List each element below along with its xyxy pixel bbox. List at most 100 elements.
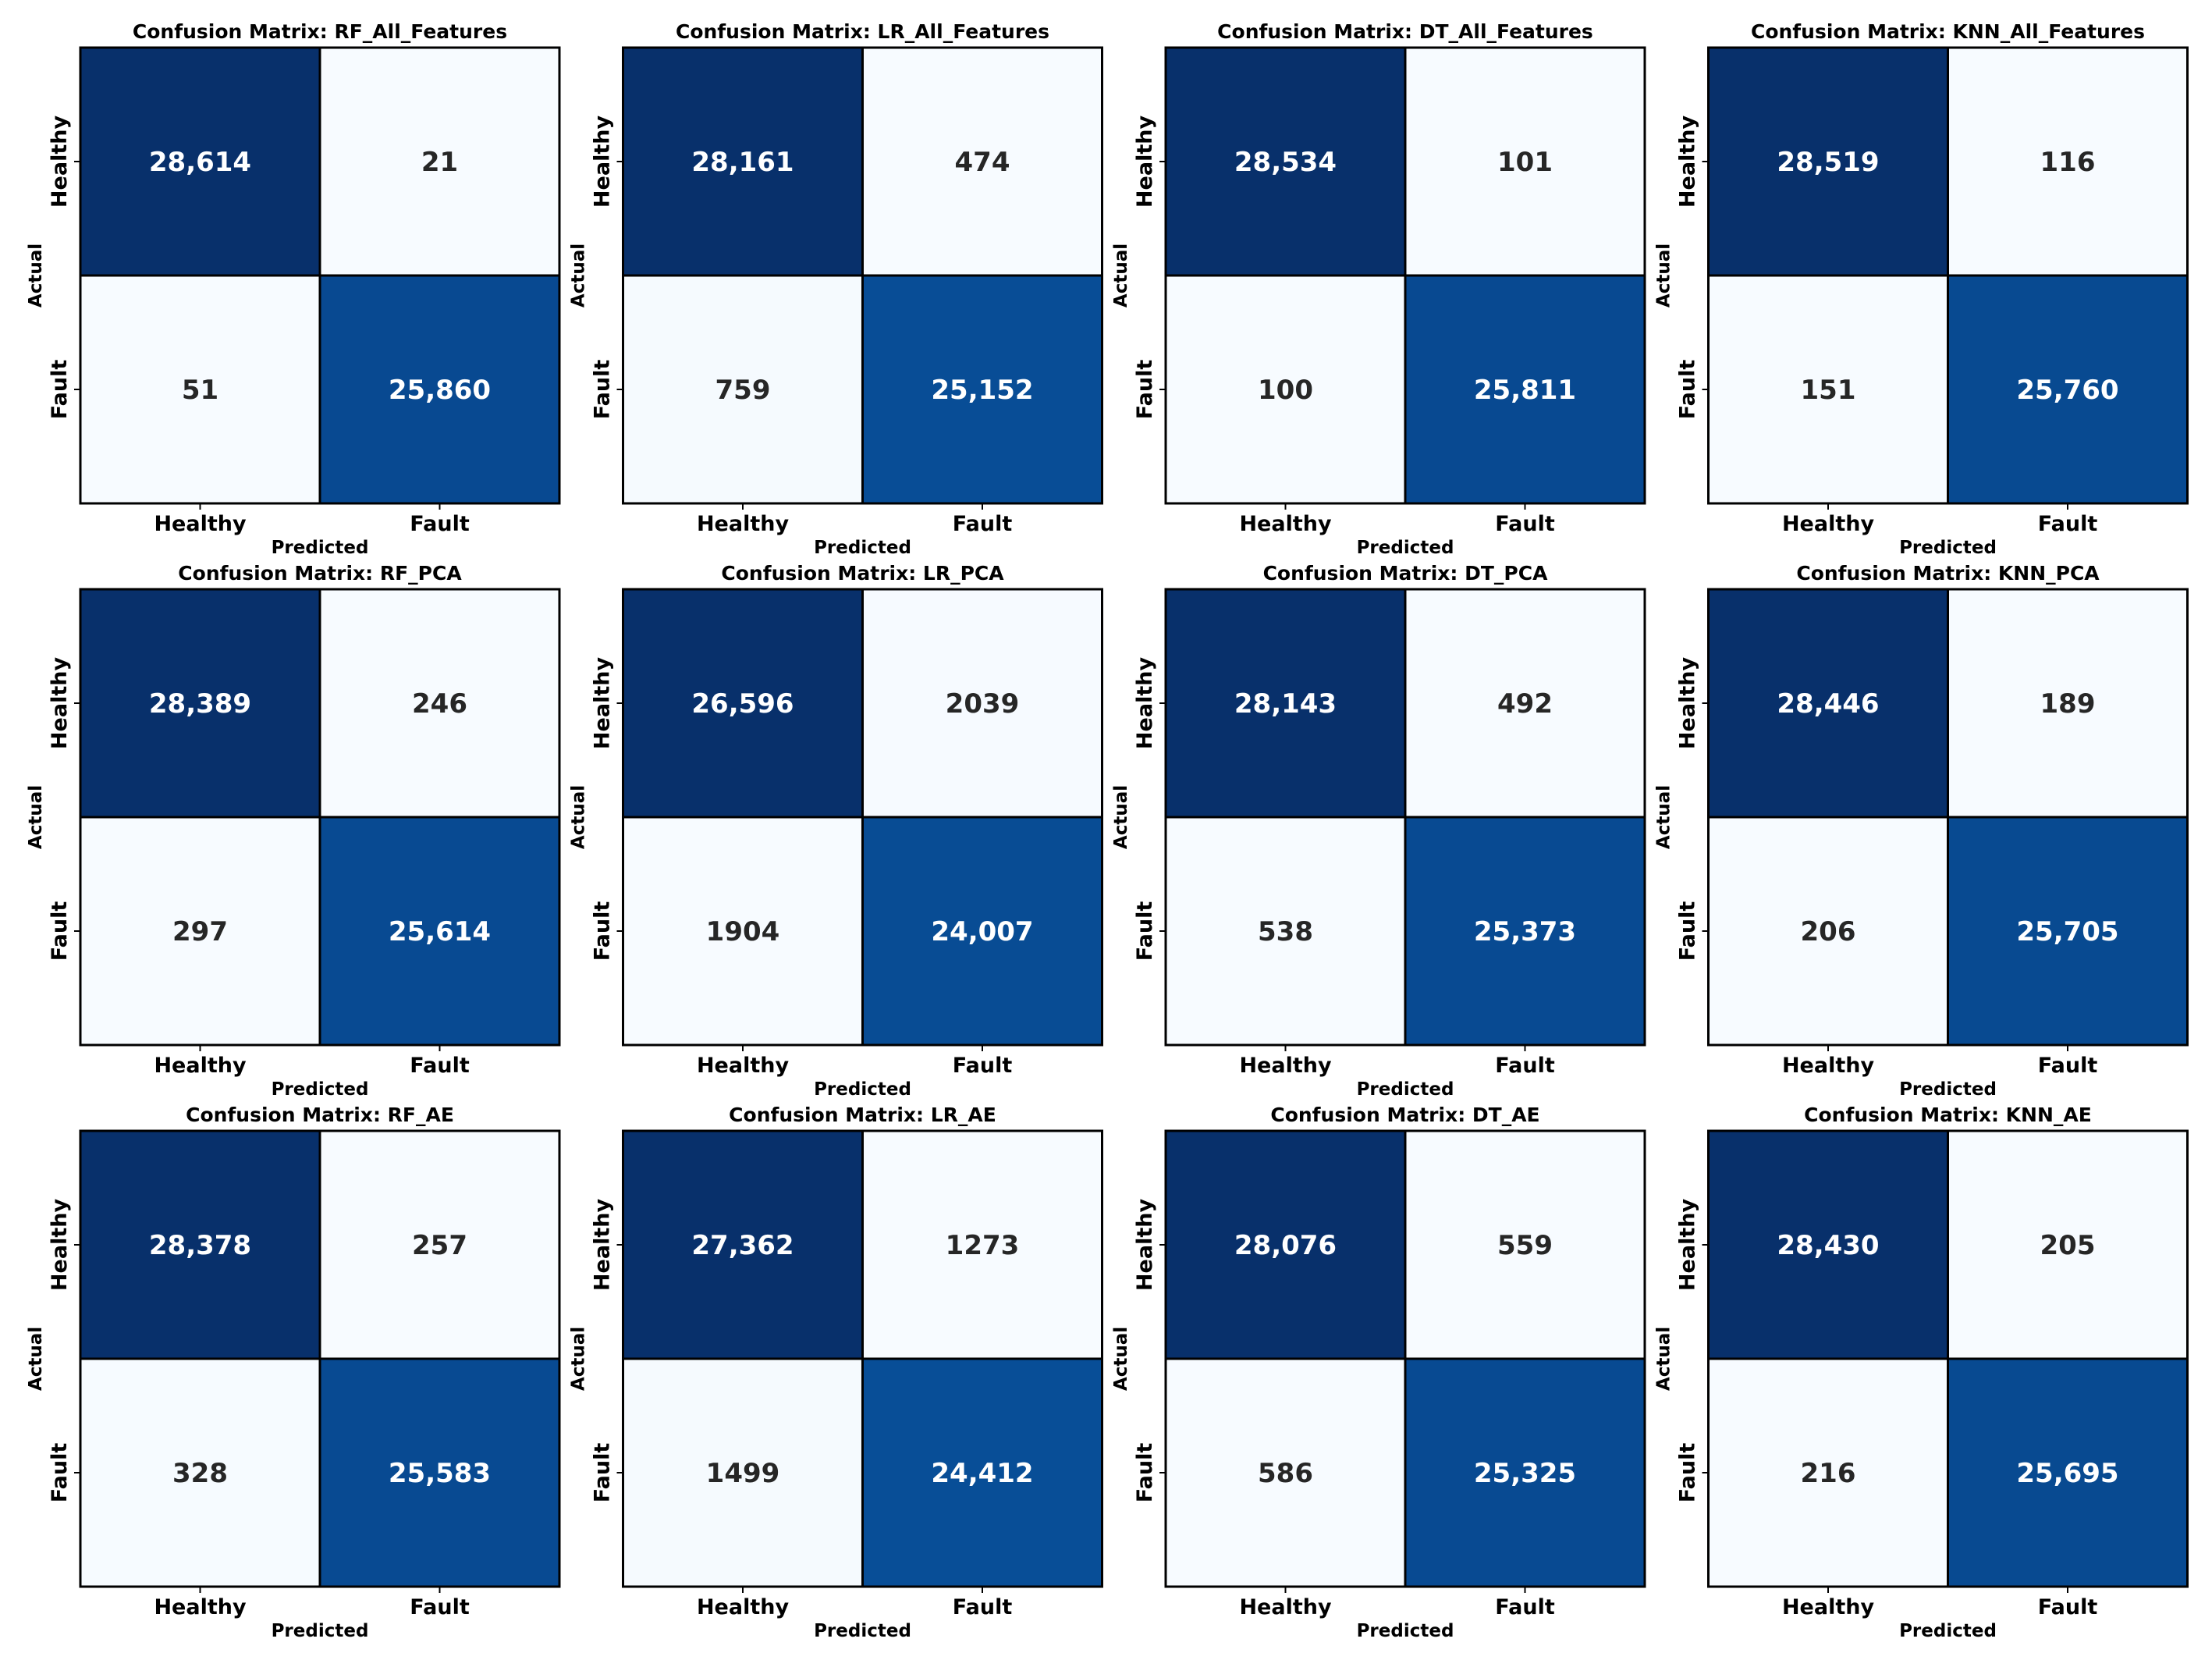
y-tick-label: Fault (1676, 901, 1700, 962)
heatmap-frame (80, 588, 560, 1046)
heatmap-cell (622, 274, 864, 505)
cell-value-label: 586 (1258, 1458, 1313, 1489)
x-tick-label: Fault (1495, 1595, 1555, 1619)
y-tick-label: Healthy (48, 657, 72, 750)
heatmap-cell (1404, 816, 1646, 1047)
chart-title: Confusion Matrix: DT_PCA (1263, 562, 1549, 585)
x-axis-label: Predicted (1899, 1621, 1997, 1641)
x-axis-label: Predicted (272, 538, 369, 558)
x-axis-label: Predicted (272, 1621, 369, 1641)
heatmap-cell (1404, 1357, 1646, 1588)
heatmap-frame (622, 588, 1103, 1046)
heatmap-cell (1707, 1357, 1949, 1588)
cell-value-label: 25,152 (931, 375, 1033, 406)
heatmap-cell (1947, 588, 2189, 819)
confusion-matrix-panel: 28,430 205 216 25,695 Confusion Matrix: KNN_… (1654, 1104, 2189, 1641)
heatmap-frame (1165, 47, 1646, 504)
y-axis-label: Actual (26, 243, 46, 307)
heatmap-cell (79, 274, 321, 505)
cell-value-label: 28,534 (1234, 147, 1337, 178)
x-tick-label: Healthy (697, 1054, 790, 1078)
heatmap-cell (79, 816, 321, 1047)
heatmap-frame (622, 1130, 1103, 1587)
heatmap-cell (861, 1129, 1103, 1360)
y-tick-label: Healthy (48, 1199, 72, 1292)
chart-title: Confusion Matrix: LR_All_Features (676, 20, 1049, 43)
heatmap-cell (1404, 46, 1646, 277)
x-tick-label: Healthy (1239, 1595, 1332, 1619)
x-tick-label: Healthy (1239, 1054, 1332, 1078)
x-tick-label: Healthy (1782, 1054, 1875, 1078)
y-tick-label: Healthy (1676, 116, 1700, 208)
cell-value-label: 474 (955, 147, 1010, 178)
y-axis-label: Actual (26, 1327, 46, 1391)
heatmap-cell (1707, 46, 1949, 277)
chart-title: Confusion Matrix: LR_PCA (721, 562, 1004, 585)
x-tick-label: Fault (410, 1054, 470, 1078)
cell-value-label: 492 (1497, 688, 1553, 720)
y-axis-label: Actual (569, 243, 589, 307)
heatmap-cell (622, 1129, 864, 1360)
cell-value-label: 28,519 (1777, 147, 1879, 178)
cell-value-label: 25,583 (389, 1458, 491, 1489)
x-tick-label: Fault (953, 512, 1013, 536)
y-tick-label: Fault (1133, 1443, 1157, 1503)
cell-value-label: 25,760 (2016, 375, 2118, 406)
x-axis-label: Predicted (1357, 538, 1454, 558)
confusion-matrix-panel: 26,596 2039 1904 24,007 Confusion Matrix: LR… (569, 562, 1103, 1100)
heatmap-cell (1164, 1129, 1407, 1360)
cell-value-label: 24,412 (931, 1458, 1033, 1489)
x-tick-label: Healthy (697, 1595, 790, 1619)
y-tick-label: Fault (48, 901, 72, 962)
y-tick-label: Healthy (591, 116, 615, 208)
heatmap-frame (1165, 1130, 1646, 1587)
heatmap-cell (1164, 588, 1407, 819)
cell-value-label: 205 (2040, 1230, 2096, 1261)
cell-value-label: 25,811 (1474, 375, 1576, 406)
y-tick-label: Healthy (591, 1199, 615, 1292)
cell-value-label: 538 (1258, 916, 1313, 947)
heatmap-cell (861, 274, 1103, 505)
x-tick-label: Healthy (697, 512, 790, 536)
y-axis-label: Actual (1111, 243, 1131, 307)
cell-value-label: 28,430 (1777, 1230, 1879, 1261)
cell-value-label: 25,705 (2016, 916, 2118, 947)
cell-value-label: 28,076 (1234, 1230, 1337, 1261)
y-tick-label: Healthy (48, 116, 72, 208)
cell-value-label: 297 (172, 916, 228, 947)
heatmap-cell (318, 588, 561, 819)
confusion-matrix-panel: 28,143 492 538 25,373 Confusion Matrix: DT_P… (1111, 562, 1646, 1100)
heatmap-cell (1947, 816, 2189, 1047)
heatmap-cell (1947, 1357, 2189, 1588)
y-axis-label: Actual (1111, 1327, 1131, 1391)
heatmap-cell (1164, 274, 1407, 505)
confusion-matrix-panel: 28,389 246 297 25,614 Confusion Matrix: RF_P… (26, 562, 561, 1100)
cell-value-label: 1499 (706, 1458, 780, 1489)
x-tick-label: Healthy (1782, 512, 1875, 536)
cell-value-label: 328 (172, 1458, 228, 1489)
heatmap-frame (1165, 588, 1646, 1046)
heatmap-cell (1404, 274, 1646, 505)
y-tick-label: Fault (1133, 901, 1157, 962)
cell-value-label: 1273 (946, 1230, 1020, 1261)
cell-value-label: 559 (1497, 1230, 1553, 1261)
heatmap-cell (1947, 1129, 2189, 1360)
cell-value-label: 25,695 (2016, 1458, 2118, 1489)
heatmap-cell (1947, 46, 2189, 277)
cell-value-label: 151 (1801, 375, 1856, 406)
confusion-matrix-panel: 28,614 21 51 25,860 Confusion Matrix: RF_All… (26, 20, 561, 558)
confusion-matrix-panel: 28,378 257 328 25,583 Confusion Matrix: RF_A… (26, 1104, 561, 1641)
heatmap-cell (622, 46, 864, 277)
x-tick-label: Fault (1495, 1054, 1555, 1078)
y-tick-label: Healthy (1676, 1199, 1700, 1292)
cell-value-label: 28,614 (149, 147, 251, 178)
x-tick-label: Fault (2038, 1054, 2098, 1078)
x-axis-label: Predicted (1357, 1621, 1454, 1641)
cell-value-label: 25,373 (1474, 916, 1576, 947)
x-tick-label: Fault (2038, 512, 2098, 536)
y-axis-label: Actual (1654, 243, 1674, 307)
confusion-matrix-panel: 27,362 1273 1499 24,412 Confusion Matrix: LR… (569, 1104, 1103, 1641)
heatmap-frame (80, 1130, 560, 1587)
cell-value-label: 759 (715, 375, 771, 406)
x-axis-label: Predicted (814, 538, 911, 558)
